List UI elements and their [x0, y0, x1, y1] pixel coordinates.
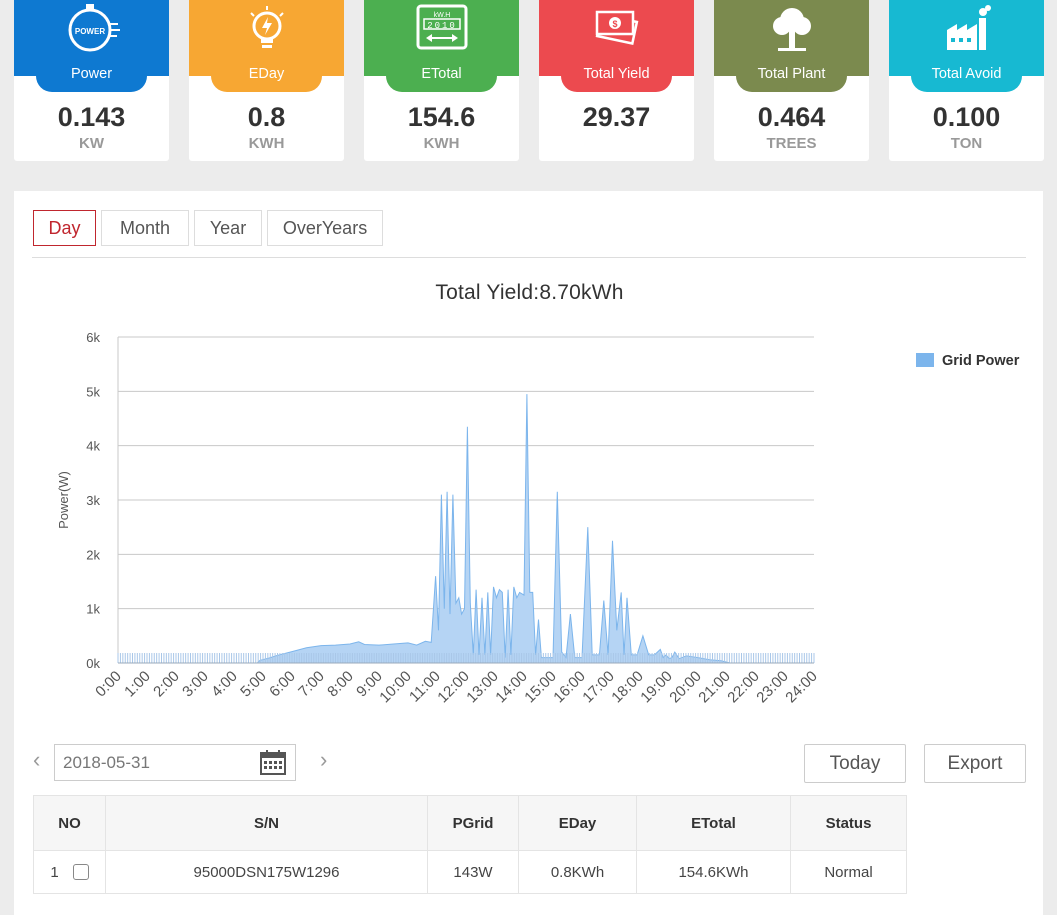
row-number: 1 [50, 863, 59, 881]
y-tick-label: 0k [86, 656, 100, 671]
today-button[interactable]: Today [804, 744, 906, 783]
row-eday: 0.8KWh [518, 850, 637, 894]
meter-digits: 2010 [427, 21, 457, 31]
card-unit: KWH [423, 135, 460, 152]
x-tick-label: 15:00 [521, 668, 560, 707]
x-tick-label: 1:00 [121, 668, 154, 701]
y-tick-label: 2k [86, 547, 100, 562]
stat-card-total-yield: $ Total Yield 29.37 [539, 0, 694, 161]
card-label: Total Yield [561, 62, 672, 92]
card-label: ETotal [386, 62, 497, 92]
card-value: 29.37 [582, 102, 651, 132]
y-tick-label: 1k [86, 602, 100, 617]
x-tick-label: 24:00 [782, 668, 821, 707]
x-tick-label: 2:00 [150, 668, 183, 701]
x-tick-label: 18:00 [608, 668, 647, 707]
stat-card-total-avoid: Total Avoid 0.100 TON [889, 0, 1044, 161]
card-label: EDay [211, 62, 322, 92]
stat-card-eday: EDay 0.8 KWH [189, 0, 344, 161]
card-unit: KWH [248, 135, 285, 152]
tab-overyears[interactable]: OverYears [267, 210, 383, 246]
chart-title: Total Yield:8.70kWh [435, 281, 624, 304]
card-value: 0.143 [57, 102, 126, 132]
tab-month[interactable]: Month [101, 210, 189, 246]
x-tick-label: 16:00 [550, 668, 589, 707]
next-date-button[interactable]: › [320, 747, 328, 772]
meter-label: kW.H [433, 12, 450, 19]
col-header-eday: EDay [518, 795, 637, 851]
x-tick-label: 17:00 [579, 668, 618, 707]
x-tick-label: 8:00 [324, 668, 357, 701]
col-header-etotal: ETotal [636, 795, 791, 851]
x-tick-label: 19:00 [637, 668, 676, 707]
date-value: 2018-05-31 [63, 753, 150, 772]
card-label: Total Avoid [911, 62, 1022, 92]
stat-card-power: POWER Power 0.143 KW [14, 0, 169, 161]
legend-item-grid-power[interactable]: Grid Power [916, 353, 1019, 369]
card-label: Power [36, 62, 147, 92]
col-header-pgrid: PGrid [427, 795, 519, 851]
x-tick-label: 13:00 [463, 668, 502, 707]
x-tick-label: 23:00 [753, 668, 792, 707]
export-button[interactable]: Export [924, 744, 1026, 783]
row-status: Normal [790, 850, 907, 894]
chart-panel: Day Month Year OverYears Total Yield:8.7… [14, 191, 1043, 915]
legend-swatch [916, 353, 934, 367]
x-tick-label: 22:00 [724, 668, 763, 707]
col-header-status: Status [790, 795, 907, 851]
x-tick-label: 3:00 [179, 668, 212, 701]
legend-label: Grid Power [942, 353, 1020, 369]
prev-date-button[interactable]: ‹ [33, 747, 41, 772]
card-unit: TON [950, 135, 983, 152]
x-tick-label: 4:00 [208, 668, 241, 701]
x-tick-label: 0:00 [92, 668, 125, 701]
calendar-icon[interactable] [260, 750, 286, 775]
row-checkbox[interactable] [72, 863, 89, 880]
row-no-cell: 1 [33, 850, 106, 894]
date-input[interactable]: 2018-05-31 [54, 744, 296, 781]
card-value: 0.8 [247, 102, 286, 132]
x-tick-label: 5:00 [237, 668, 270, 701]
table-row[interactable]: 1 95000DSN175W1296 143W 0.8KWh 154.6KWh … [33, 850, 907, 894]
card-value: 0.100 [932, 102, 1001, 132]
row-etotal: 154.6KWh [636, 850, 791, 894]
x-tick-label: 6:00 [266, 668, 299, 701]
x-tick-label: 7:00 [295, 668, 328, 701]
row-sn: 95000DSN175W1296 [105, 850, 428, 894]
card-unit: TREES [766, 135, 817, 152]
stat-card-etotal: kW.H 2010 ETotal 154.6 KWH [364, 0, 519, 161]
card-unit: KW [79, 135, 104, 152]
tab-day[interactable]: Day [33, 210, 96, 246]
y-axis-label: Power(W) [56, 471, 71, 529]
svg-text:$: $ [612, 19, 617, 29]
x-tick-label: 12:00 [434, 668, 473, 707]
col-header-no: NO [33, 795, 106, 851]
x-tick-label: 20:00 [666, 668, 705, 707]
row-pgrid: 143W [427, 850, 519, 894]
device-table: NO S/N PGrid EDay ETotal Status 1 95000D… [33, 795, 907, 894]
x-tick-label: 10:00 [376, 668, 415, 707]
svg-text:POWER: POWER [74, 27, 104, 36]
stat-card-total-plant: Total Plant 0.464 TREES [714, 0, 869, 161]
x-tick-label: 21:00 [695, 668, 734, 707]
card-value: 154.6 [407, 102, 476, 132]
card-label: Total Plant [736, 62, 847, 92]
card-value: 0.464 [757, 102, 826, 132]
x-tick-label: 11:00 [406, 668, 444, 706]
x-tick-label: 14:00 [492, 668, 531, 707]
y-tick-label: 5k [86, 384, 100, 399]
col-header-sn: S/N [105, 795, 428, 851]
table-header-row: NO S/N PGrid EDay ETotal Status [33, 795, 907, 851]
series-line-grid-power [118, 394, 814, 664]
tab-year[interactable]: Year [194, 210, 262, 246]
power-area-chart: 0k 1k 2k 3k 4k 5k 6k Power(W) 0:001:002:003:004:… [56, 330, 821, 707]
y-tick-label: 3k [86, 493, 100, 508]
y-tick-label: 4k [86, 439, 100, 454]
y-tick-label: 6k [86, 330, 100, 345]
tab-divider [32, 257, 1026, 258]
